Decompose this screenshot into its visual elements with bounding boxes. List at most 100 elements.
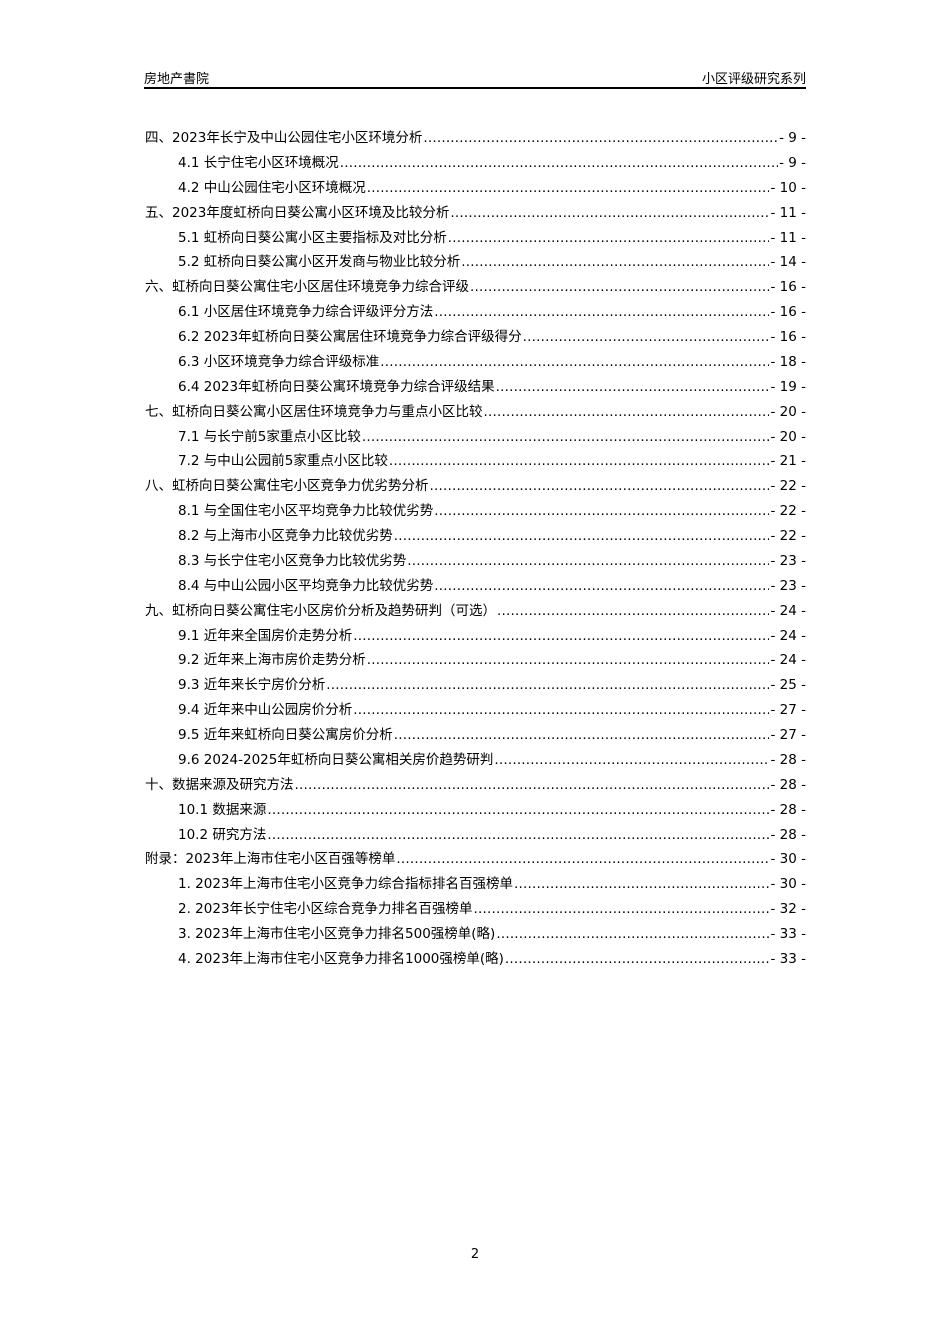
toc-entry-title: 9.6 2024-2025年虹桥向日葵公寓相关房价趋势研判: [178, 751, 494, 768]
toc-entry-title: 9.1 近年来全国房价走势分析: [178, 627, 353, 644]
toc-entry-page: - 16 -: [770, 279, 806, 296]
toc-entry-title: 8.2 与上海市小区竞争力比较优劣势: [178, 528, 393, 544]
toc-entry-page: - 23 -: [770, 577, 806, 594]
toc-entry[interactable]: 五、2023年度虹桥向日葵公寓小区环境及比较分析 - 11 -: [145, 201, 806, 226]
toc-entry[interactable]: 六、虹桥向日葵公寓住宅小区居住环境竞争力综合评级 - 16 -: [145, 275, 806, 300]
toc-entry-page: - 14 -: [770, 254, 806, 271]
table-of-contents: 四、2023年长宁及中山公园住宅小区环境分析- 9 -4.1 长宁住宅小区环境概…: [145, 126, 806, 972]
toc-entry-title: 6.3 小区环境竞争力综合评级标准: [178, 353, 380, 370]
toc-entry[interactable]: 4. 2023年上海市住宅小区竞争力排名1000强榜单(略) - 33 -: [145, 947, 806, 972]
toc-entry-page: - 10 -: [770, 179, 806, 196]
dot-leader: [434, 300, 769, 325]
dot-leader: [494, 748, 769, 773]
toc-entry[interactable]: 5.1 虹桥向日葵公寓小区主要指标及对比分析 - 11 -: [145, 226, 806, 251]
dot-leader: [389, 449, 770, 474]
toc-entry-title: 六、虹桥向日葵公寓住宅小区居住环境竞争力综合评级: [145, 279, 469, 296]
toc-entry[interactable]: 8.2 与上海市小区竞争力比较优劣势 - 22 -: [145, 524, 806, 549]
toc-entry-title: 4.2 中山公园住宅小区环境概况: [178, 179, 366, 196]
toc-entry-title: 7.1 与长宁前5家重点小区比较: [178, 428, 361, 445]
dot-leader: [407, 549, 769, 574]
toc-entry-page: - 21 -: [770, 453, 806, 470]
toc-entry[interactable]: 5.2 虹桥向日葵公寓小区开发商与物业比较分析 - 14 -: [145, 250, 806, 275]
toc-entry-title: 5.2 虹桥向日葵公寓小区开发商与物业比较分析: [178, 254, 461, 271]
dot-leader: [474, 897, 770, 922]
toc-entry-title: 6.2 2023年虹桥向日葵公寓居住环境竞争力综合评级得分: [178, 329, 522, 345]
toc-entry-page: - 28 -: [770, 751, 806, 768]
toc-entry-title: 8.4 与中山公园小区平均竞争力比较优劣势: [178, 577, 434, 594]
toc-entry-page: - 22 -: [770, 503, 806, 520]
dot-leader: [295, 773, 770, 798]
toc-entry-title: 9.3 近年来长宁房价分析: [178, 677, 326, 694]
toc-entry[interactable]: 7.1 与长宁前5家重点小区比较 - 20 -: [145, 425, 806, 450]
dot-leader: [394, 723, 770, 748]
toc-entry[interactable]: 4.2 中山公园住宅小区环境概况 - 10 -: [145, 176, 806, 201]
toc-entry-page: - 33 -: [770, 950, 806, 967]
toc-entry[interactable]: 9.2 近年来上海市房价走势分析 - 24 -: [145, 648, 806, 673]
toc-entry[interactable]: 八、虹桥向日葵公寓住宅小区竞争力优劣势分析 - 22 -: [145, 474, 806, 499]
header-series: 小区评级研究系列: [701, 72, 806, 87]
toc-entry[interactable]: 十、数据来源及研究方法 - 28 -: [145, 773, 806, 798]
toc-entry-title: 3. 2023年上海市住宅小区竞争力排名500强榜单(略): [178, 926, 496, 942]
toc-entry-page: - 16 -: [770, 329, 806, 345]
toc-entry[interactable]: 9.4 近年来中山公园房价分析 - 27 -: [145, 698, 806, 723]
toc-entry-page: - 11 -: [770, 229, 806, 246]
toc-entry-title: 9.4 近年来中山公园房价分析: [178, 702, 353, 719]
toc-entry-page: - 30 -: [770, 876, 806, 893]
toc-entry-page: - 20 -: [770, 403, 806, 420]
toc-entry[interactable]: 4.1 长宁住宅小区环境概况 - 9 -: [145, 151, 806, 176]
toc-entry[interactable]: 9.6 2024-2025年虹桥向日葵公寓相关房价趋势研判 - 28 -: [145, 748, 806, 773]
toc-entry[interactable]: 9.3 近年来长宁房价分析 - 25 -: [145, 673, 806, 698]
toc-entry-title: 十、数据来源及研究方法: [145, 776, 294, 793]
toc-entry-title: 10.2 研究方法: [178, 826, 267, 843]
dot-leader: [430, 474, 770, 499]
toc-entry-title: 附录：2023年上海市住宅小区百强等榜单: [145, 851, 396, 868]
toc-entry[interactable]: 8.3 与长宁住宅小区竞争力比较优劣势 - 23 -: [145, 549, 806, 574]
toc-entry-page: - 23 -: [770, 552, 806, 569]
toc-entry[interactable]: 附录：2023年上海市住宅小区百强等榜单 - 30 -: [145, 847, 806, 872]
dot-leader: [367, 648, 770, 673]
toc-entry[interactable]: 6.1 小区居住环境竞争力综合评级评分方法 - 16 -: [145, 300, 806, 325]
toc-entry[interactable]: 8.4 与中山公园小区平均竞争力比较优劣势 - 23 -: [145, 574, 806, 599]
toc-entry-page: - 18 -: [770, 353, 806, 370]
toc-entry[interactable]: 四、2023年长宁及中山公园住宅小区环境分析 - 9 -: [145, 126, 806, 151]
dot-leader: [353, 624, 769, 649]
toc-entry[interactable]: 6.3 小区环境竞争力综合评级标准 - 18 -: [145, 350, 806, 375]
toc-entry-title: 9.2 近年来上海市房价走势分析: [178, 652, 366, 669]
toc-entry[interactable]: 1. 2023年上海市住宅小区竞争力综合指标排名百强榜单 - 30 -: [145, 872, 806, 897]
page-number: 2: [470, 1247, 480, 1262]
toc-entry-page: - 22 -: [770, 478, 806, 495]
toc-entry[interactable]: 10.2 研究方法 - 28 -: [145, 823, 806, 848]
toc-entry[interactable]: 8.1 与全国住宅小区平均竞争力比较优劣势 - 22 -: [145, 499, 806, 524]
toc-entry-title: 2. 2023年长宁住宅小区综合竞争力排名百强榜单: [178, 901, 473, 918]
toc-entry[interactable]: 九、虹桥向日葵公寓住宅小区房价分析及趋势研判（可选） - 24 -: [145, 599, 806, 624]
toc-entry[interactable]: 7.2 与中山公园前5家重点小区比较 - 21 -: [145, 449, 806, 474]
dot-leader: [448, 226, 770, 251]
toc-entry-page: - 24 -: [770, 627, 806, 644]
toc-entry[interactable]: 6.4 2023年虹桥向日葵公寓环境竞争力综合评级结果 - 19 -: [145, 375, 806, 400]
toc-entry-page: - 20 -: [770, 428, 806, 445]
toc-entry-title: 6.1 小区居住环境竞争力综合评级评分方法: [178, 304, 434, 321]
toc-entry-title: 八、虹桥向日葵公寓住宅小区竞争力优劣势分析: [145, 478, 429, 495]
toc-entry[interactable]: 10.1 数据来源 - 28 -: [145, 798, 806, 823]
toc-entry-page: - 27 -: [770, 702, 806, 719]
toc-entry[interactable]: 9.1 近年来全国房价走势分析 - 24 -: [145, 624, 806, 649]
dot-leader: [514, 872, 769, 897]
toc-entry[interactable]: 2. 2023年长宁住宅小区综合竞争力排名百强榜单 - 32 -: [145, 897, 806, 922]
dot-leader: [267, 798, 769, 823]
toc-entry-page: - 30 -: [770, 851, 806, 868]
toc-entry[interactable]: 6.2 2023年虹桥向日葵公寓居住环境竞争力综合评级得分 - 16 -: [145, 325, 806, 350]
toc-entry[interactable]: 3. 2023年上海市住宅小区竞争力排名500强榜单(略) - 33 -: [145, 922, 806, 947]
toc-entry-page: - 24 -: [770, 602, 806, 619]
dot-leader: [394, 524, 770, 549]
dot-leader: [362, 425, 770, 450]
dot-leader: [340, 151, 778, 176]
dot-leader: [450, 201, 769, 226]
toc-entry-title: 8.1 与全国住宅小区平均竞争力比较优劣势: [178, 503, 434, 520]
toc-entry[interactable]: 七、虹桥向日葵公寓小区居住环境竞争力与重点小区比较 - 20 -: [145, 400, 806, 425]
toc-entry-page: - 19 -: [770, 378, 806, 395]
toc-entry-title: 五、2023年度虹桥向日葵公寓小区环境及比较分析: [145, 204, 450, 221]
toc-entry[interactable]: 9.5 近年来虹桥向日葵公寓房价分析 - 27 -: [145, 723, 806, 748]
toc-entry-page: - 25 -: [770, 677, 806, 694]
toc-entry-page: - 33 -: [770, 926, 806, 942]
toc-entry-title: 九、虹桥向日葵公寓住宅小区房价分析及趋势研判（可选）: [145, 602, 496, 619]
